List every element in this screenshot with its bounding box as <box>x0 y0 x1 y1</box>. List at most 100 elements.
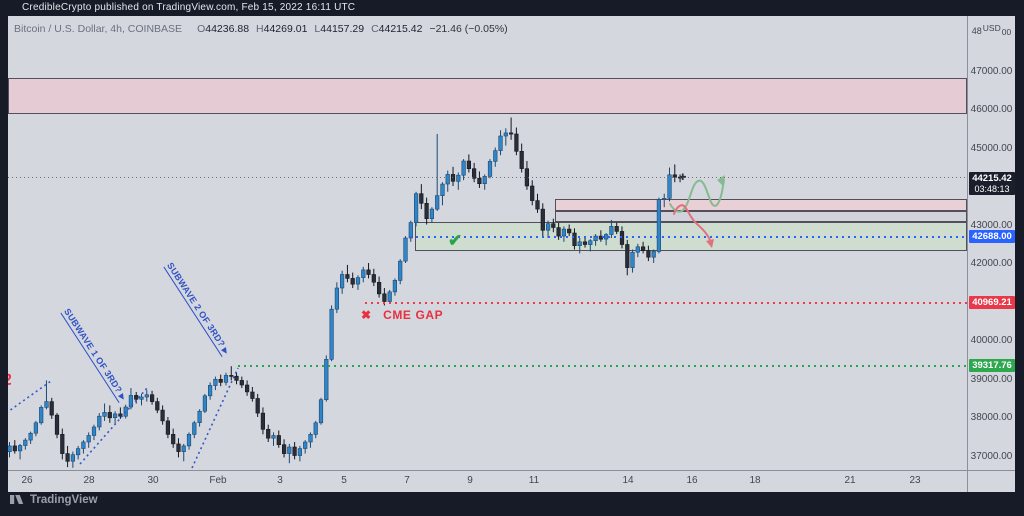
candle <box>376 276 382 298</box>
ohlc-value: 44236.88 <box>205 23 250 35</box>
candle <box>8 442 12 458</box>
candle <box>292 442 297 460</box>
time-tick-label: 14 <box>622 475 634 486</box>
candle <box>128 388 133 410</box>
green-level-line[interactable] <box>238 365 967 368</box>
candle <box>466 154 472 173</box>
candle <box>339 270 345 294</box>
candle <box>345 264 350 283</box>
candle <box>508 117 514 140</box>
candle <box>424 197 429 225</box>
candle <box>588 239 593 252</box>
candle <box>102 403 107 421</box>
candle <box>567 224 572 237</box>
candle <box>91 424 97 441</box>
candle <box>530 180 535 206</box>
red-path-arrow[interactable] <box>673 204 712 244</box>
price-tick-label: 46000.00 <box>970 104 1013 115</box>
candle <box>97 413 102 431</box>
green-path-arrow[interactable] <box>669 179 725 213</box>
candle <box>70 451 75 468</box>
blue-level-line[interactable] <box>410 235 967 238</box>
candle <box>366 263 371 279</box>
candle <box>440 182 445 206</box>
candle <box>350 272 355 288</box>
candle <box>28 431 33 444</box>
axis-separator <box>967 471 968 492</box>
candle <box>12 440 17 454</box>
candle <box>202 393 208 414</box>
unit-right: 00 <box>1001 27 1012 37</box>
ohlc-key: C <box>371 23 379 35</box>
candle <box>324 355 329 402</box>
candle <box>245 380 250 396</box>
time-tick-label: 16 <box>686 475 698 486</box>
blue-level-badge: 42688.00 <box>969 229 1015 243</box>
tradingview-logo[interactable]: TradingView <box>10 493 98 506</box>
price-tick-label: 38000.00 <box>970 412 1013 423</box>
time-axis[interactable]: 26 28 30 Feb 3 5 7 9 11 14 16 18 21 23 <box>8 470 1015 492</box>
candle <box>630 249 635 273</box>
neutral-zone[interactable] <box>555 211 967 223</box>
candle <box>582 236 588 248</box>
candle <box>514 127 519 156</box>
price-tick-label: 47000.00 <box>970 65 1013 77</box>
candle <box>113 411 118 425</box>
red-path-arrow-head <box>706 239 714 248</box>
candle <box>361 266 366 283</box>
last-price-line[interactable] <box>8 176 967 178</box>
time-tick-label: 7 <box>404 475 410 486</box>
candle <box>640 241 646 254</box>
time-tick-label: 30 <box>147 475 159 486</box>
candle <box>213 376 218 391</box>
cme-gap-line[interactable] <box>365 301 967 304</box>
ohlc-values: O44236.88 H44269.01 L44157.29 C44215.42 <box>190 23 422 35</box>
candle <box>493 147 498 167</box>
candle <box>398 259 403 285</box>
unit-currency: USD <box>982 23 1001 33</box>
candle <box>176 438 181 458</box>
candle <box>86 432 91 448</box>
candle <box>646 245 651 262</box>
time-tick-label: 18 <box>749 475 761 486</box>
candle <box>255 393 260 417</box>
candle <box>461 159 466 181</box>
time-tick-label: 21 <box>844 475 856 486</box>
candle <box>54 413 60 439</box>
cme-gap-annotation[interactable]: ✖ CME GAP <box>361 306 443 324</box>
candle <box>107 405 112 423</box>
supply-zone-upper[interactable] <box>8 78 967 114</box>
candle <box>429 207 435 223</box>
price-axis[interactable]: 48USD00 47000.00 46000.00 45000.00 43000.00… <box>967 16 1015 470</box>
supply-zone-mid[interactable] <box>555 199 967 211</box>
candle <box>155 397 160 414</box>
green-check-icon[interactable]: ✔ <box>448 231 463 250</box>
last-price-cross-icon: ✚ <box>679 172 687 182</box>
ohlc-key: H <box>256 23 264 35</box>
cme-gap-text: CME GAP <box>383 308 444 322</box>
candle <box>134 392 139 404</box>
candle <box>33 420 39 437</box>
candle <box>609 219 614 238</box>
green-level-badge: 39317.76 <box>969 359 1015 373</box>
price-pane[interactable]: SUBWAVE 1 OF 3RD? SUBWAVE 2 OF 3RD? ✖ CME… <box>8 16 967 470</box>
symbol-legend[interactable]: Bitcoin / U.S. Dollar, 4h, COINBASE O4423… <box>14 23 508 35</box>
candle <box>572 228 577 250</box>
candle <box>403 236 408 263</box>
candle <box>334 282 340 314</box>
ohlc-value: 44215.42 <box>378 23 423 35</box>
candle <box>160 405 165 425</box>
wave-line-2[interactable] <box>79 386 149 465</box>
candle <box>656 197 661 254</box>
wave-line-1[interactable] <box>8 380 52 416</box>
candle <box>456 172 461 190</box>
candle <box>150 390 155 405</box>
candle <box>229 366 234 381</box>
candle <box>197 409 202 427</box>
time-tick-label: 28 <box>83 475 95 486</box>
price-tick-label: 39000.00 <box>970 373 1013 385</box>
wave-line-3[interactable] <box>191 367 239 469</box>
candle <box>313 420 318 439</box>
candle <box>614 222 619 235</box>
candle <box>540 203 545 237</box>
